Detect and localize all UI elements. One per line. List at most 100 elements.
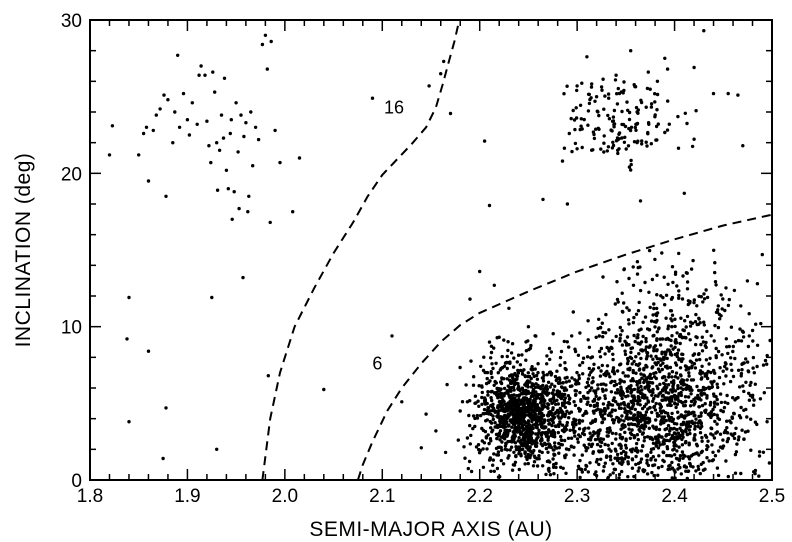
data-point <box>488 409 492 413</box>
data-point <box>573 349 578 354</box>
data-point <box>557 441 561 446</box>
data-point <box>644 365 648 369</box>
data-point <box>622 380 626 384</box>
data-point <box>751 339 755 343</box>
data-point <box>594 394 598 398</box>
data-point <box>679 428 684 433</box>
data-point <box>617 420 621 424</box>
data-point <box>562 426 567 431</box>
data-point <box>521 428 525 432</box>
data-point <box>526 389 530 394</box>
data-point <box>685 314 690 319</box>
data-point <box>584 464 589 468</box>
data-point <box>700 403 705 408</box>
data-point <box>677 293 681 298</box>
data-point <box>506 340 510 344</box>
data-point <box>732 411 736 415</box>
data-point <box>683 400 687 404</box>
data-point <box>524 455 528 459</box>
data-point <box>473 394 478 398</box>
data-point <box>585 380 590 385</box>
data-point <box>542 431 546 435</box>
data-point <box>587 92 591 97</box>
data-point <box>495 425 499 429</box>
data-point <box>757 450 762 454</box>
data-point <box>662 417 666 421</box>
data-point <box>634 371 638 375</box>
data-point <box>636 387 640 391</box>
data-point <box>667 122 671 126</box>
data-point <box>256 137 261 142</box>
data-point <box>651 390 655 395</box>
data-point <box>705 456 709 460</box>
data-point <box>604 388 608 392</box>
data-point <box>547 391 551 395</box>
data-point <box>583 426 587 430</box>
data-point <box>619 362 623 366</box>
data-point <box>712 339 716 343</box>
data-point <box>630 362 634 366</box>
data-point <box>215 141 219 145</box>
data-point <box>668 399 672 403</box>
data-point <box>629 158 633 163</box>
data-point <box>620 309 625 314</box>
data-point <box>679 472 683 476</box>
data-point <box>521 400 525 405</box>
data-point <box>483 399 488 403</box>
data-point <box>532 448 536 453</box>
data-point <box>517 387 521 391</box>
data-point <box>726 401 730 406</box>
data-point <box>546 406 550 410</box>
data-point <box>726 474 730 479</box>
data-point <box>560 443 564 447</box>
data-point <box>671 384 675 389</box>
data-point <box>645 351 650 355</box>
data-point <box>631 265 635 269</box>
data-point <box>660 394 665 398</box>
data-point <box>664 418 668 423</box>
data-point <box>668 463 672 467</box>
data-point <box>562 146 567 150</box>
data-point <box>601 335 605 339</box>
data-point <box>492 346 496 350</box>
data-point <box>512 403 516 408</box>
data-point <box>674 363 679 367</box>
data-point <box>540 450 544 455</box>
data-point <box>604 373 608 378</box>
data-point <box>549 431 553 436</box>
data-point <box>565 202 570 206</box>
data-point <box>322 387 326 392</box>
data-point <box>513 460 518 464</box>
data-point <box>520 419 525 423</box>
x-tick-label: 2.5 <box>759 486 785 507</box>
data-point <box>686 395 691 399</box>
data-point <box>517 415 521 419</box>
data-point <box>639 356 643 361</box>
data-point <box>171 141 175 145</box>
data-point <box>668 415 672 420</box>
data-point <box>603 94 607 98</box>
data-point <box>675 449 679 453</box>
data-point <box>758 397 763 401</box>
data-point <box>619 385 623 389</box>
data-point <box>648 87 652 91</box>
data-point <box>654 362 659 367</box>
data-point <box>679 316 683 320</box>
data-point <box>645 376 649 380</box>
data-point <box>649 319 654 323</box>
data-point <box>713 454 718 458</box>
data-point <box>586 109 591 113</box>
data-point <box>684 387 688 391</box>
data-point <box>535 426 539 430</box>
data-point <box>517 418 522 422</box>
data-point <box>615 391 620 395</box>
data-point <box>677 296 681 300</box>
data-point <box>637 328 641 332</box>
data-point <box>496 394 500 399</box>
data-point <box>575 379 580 383</box>
data-point <box>641 334 645 339</box>
data-point <box>531 383 535 387</box>
data-point <box>714 283 718 287</box>
data-point <box>232 190 236 194</box>
